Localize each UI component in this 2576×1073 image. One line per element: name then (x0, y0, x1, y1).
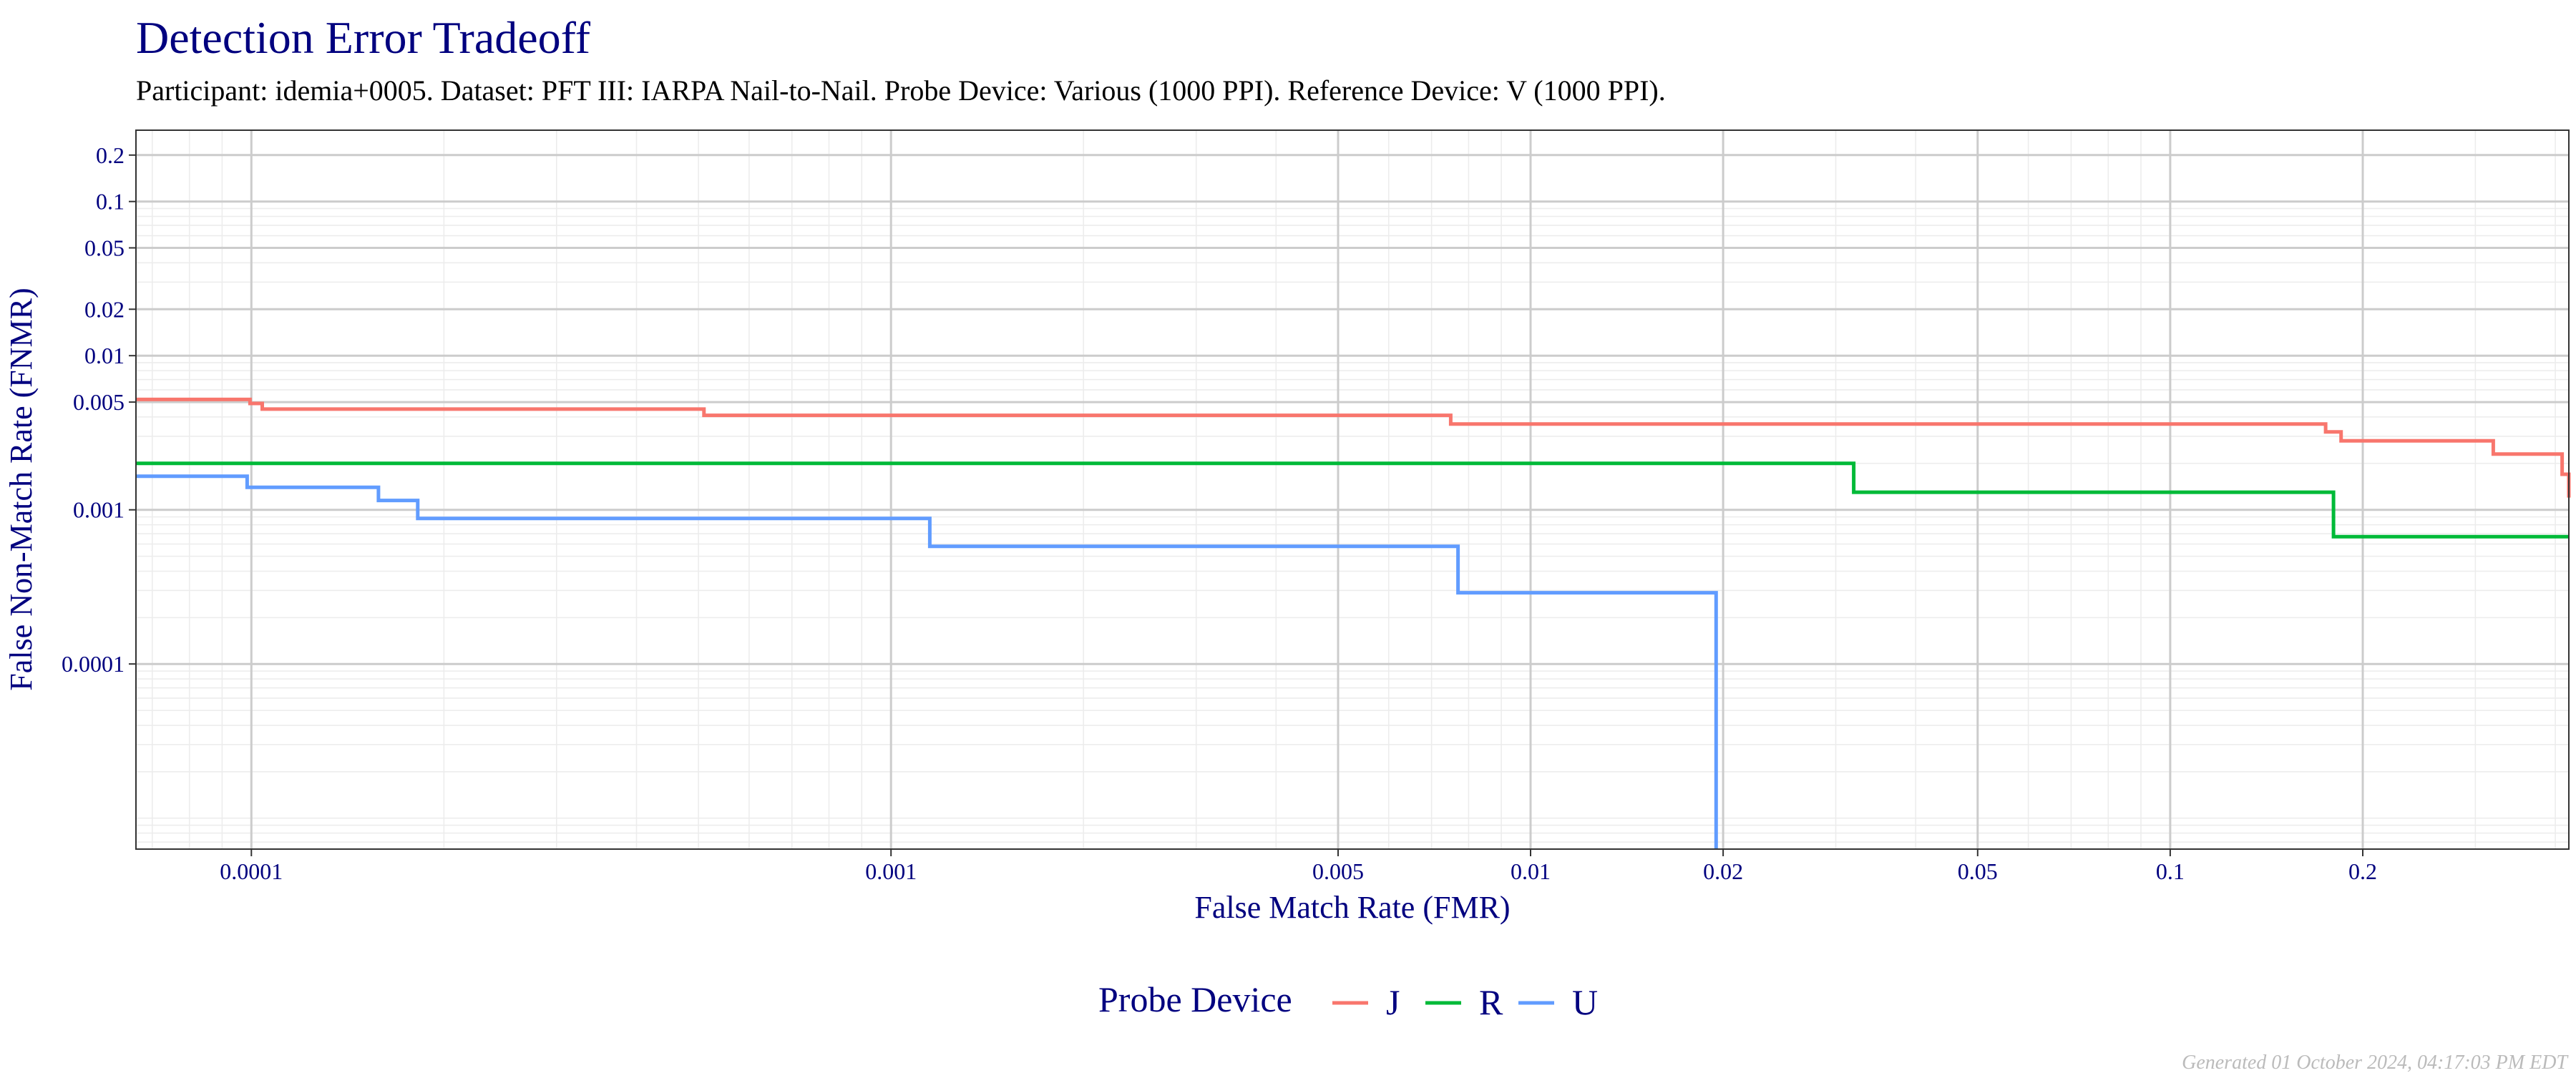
y-tick-label-4: 0.02 (84, 296, 125, 322)
y-axis-label: False Non-Match Rate (FNMR) (4, 288, 39, 690)
grid-major (136, 130, 2569, 849)
y-tick-label-1: 0.001 (73, 497, 125, 523)
x-axis-label: False Match Rate (FMR) (1194, 890, 1510, 925)
x-tick-label-7: 0.2 (2348, 858, 2377, 884)
series-line-U (136, 474, 1718, 849)
chart-title: Detection Error Tradeoff (136, 12, 591, 63)
x-tick-label-6: 0.1 (2156, 858, 2185, 884)
footnote: Generated 01 October 2024, 04:17:03 PM E… (2182, 1052, 2569, 1073)
legend-label-U: U (1572, 982, 1598, 1022)
plot-panel (135, 129, 2571, 850)
series-line-R (136, 461, 2569, 539)
y-tick-label-0: 0.0001 (62, 651, 125, 677)
x-axis: 0.0001 0.001 0.005 0.01 0.02 0.05 0.1 0.2 (220, 849, 2377, 884)
x-tick-label-2: 0.005 (1312, 858, 1364, 884)
series-layer (136, 397, 2571, 849)
legend: Probe Device J R U (1098, 979, 1598, 1022)
x-tick-label-4: 0.02 (1703, 858, 1743, 884)
y-tick-label-6: 0.1 (96, 189, 125, 215)
y-tick-label-2: 0.005 (73, 389, 125, 415)
legend-title: Probe Device (1098, 979, 1292, 1019)
chart-subtitle: Participant: idemia+0005. Dataset: PFT I… (136, 74, 1666, 107)
legend-label-J: J (1386, 982, 1400, 1022)
y-tick-label-3: 0.01 (84, 343, 125, 368)
y-tick-label-7: 0.2 (96, 142, 125, 168)
series-line-J (136, 397, 2571, 498)
legend-label-R: R (1479, 982, 1503, 1022)
plot-border (135, 129, 2570, 850)
x-tick-label-0: 0.0001 (220, 858, 283, 884)
x-tick-label-3: 0.01 (1511, 858, 1551, 884)
y-tick-label-5: 0.05 (84, 235, 125, 261)
x-tick-label-1: 0.001 (865, 858, 917, 884)
x-tick-label-5: 0.05 (1958, 858, 1998, 884)
y-axis: 0.0001 0.001 0.005 0.01 0.02 0.05 0.1 0.2 (62, 142, 136, 677)
plot-background (136, 130, 2569, 849)
